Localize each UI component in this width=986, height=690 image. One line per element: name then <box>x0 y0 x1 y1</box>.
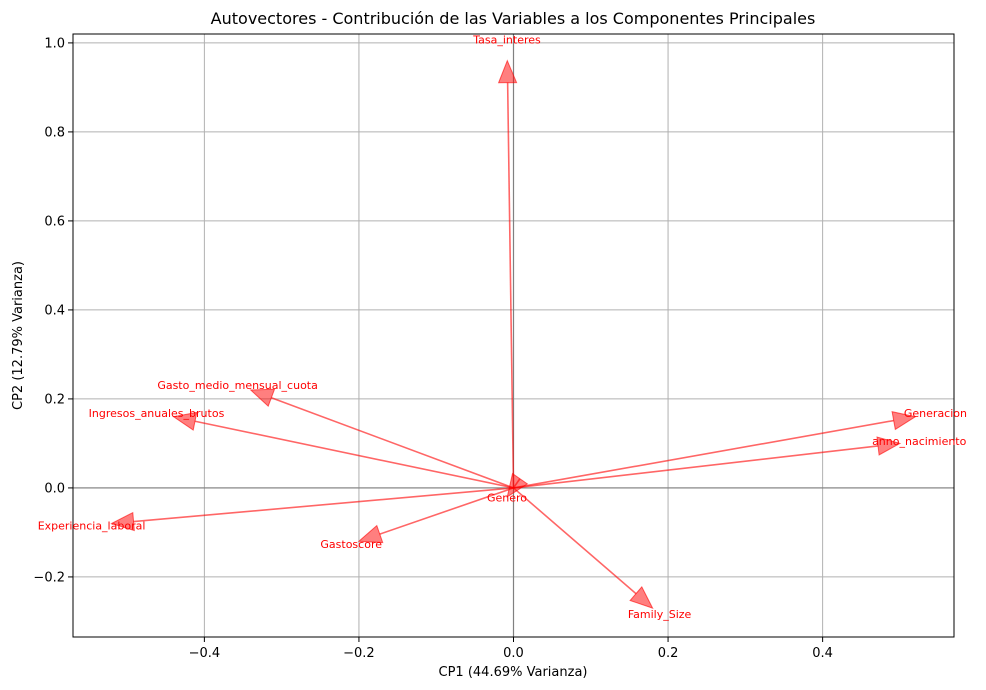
eigenvector-arrow <box>249 388 514 489</box>
axis-ticks: −0.4 −0.2 0.0 0.2 0.4 −0.2 0.0 0.2 0.4 0.6 0.8 1.0 <box>33 36 833 661</box>
y-tick-label: 0.2 <box>44 392 65 407</box>
vector-label: Generacion <box>904 407 967 420</box>
y-tick-label: 0.6 <box>44 214 65 229</box>
vector-label: Gasto_medio_mensual_cuota <box>157 379 318 392</box>
arrow-shaft <box>512 487 637 595</box>
eigenvector-arrow <box>172 411 514 489</box>
arrow-head <box>249 388 276 407</box>
chart-title: Autovectores - Contribución de las Varia… <box>211 9 816 28</box>
arrow-shaft <box>194 420 514 489</box>
vector-label: Experiencia_laboral <box>38 519 146 532</box>
arrow-shaft <box>133 487 514 523</box>
y-tick-label: 0.4 <box>44 303 65 318</box>
vector-label: anno_nacimiento <box>872 435 967 448</box>
eigenvector-arrow <box>512 487 654 609</box>
y-tick-label: 1.0 <box>44 36 65 51</box>
arrow-head <box>497 59 518 84</box>
eigenvector-labels: Tasa_interes Gasto_medio_mensual_cuota Ing… <box>38 33 967 621</box>
vector-label: Genero <box>487 491 527 504</box>
arrow-shaft <box>271 396 514 489</box>
vector-label: Family_Size <box>628 608 692 621</box>
x-tick-label: 0.2 <box>658 646 679 661</box>
arrow-head <box>110 511 135 532</box>
x-tick-label: 0.4 <box>812 646 833 661</box>
origin-lines <box>73 34 954 637</box>
x-tick-label: 0.0 <box>503 646 524 661</box>
vector-label: Ingresos_anuales_brutos <box>89 407 225 420</box>
x-axis-label: CP1 (44.69% Varianza) <box>439 665 588 680</box>
y-tick-label: 0.0 <box>44 481 65 496</box>
vector-label: Tasa_interes <box>472 33 541 46</box>
x-tick-label: −0.2 <box>343 646 375 661</box>
x-tick-label: −0.4 <box>189 646 221 661</box>
arrow-shaft <box>513 445 879 489</box>
arrow-head <box>891 411 917 431</box>
eigenvector-arrow <box>357 487 514 544</box>
vector-label: Gastoscore <box>320 538 382 551</box>
arrow-head <box>876 436 902 456</box>
arrow-shaft <box>379 487 514 535</box>
arrow-shaft <box>513 419 894 489</box>
eigenvector-arrow <box>513 436 902 489</box>
eigenvector-arrow <box>110 487 514 532</box>
eigenvector-arrows <box>110 59 917 609</box>
eigenvector-arrow <box>497 59 518 488</box>
y-tick-label: 0.8 <box>44 125 65 140</box>
arrow-shaft <box>506 82 515 488</box>
arrow-head <box>629 586 654 609</box>
y-tick-label: −0.2 <box>33 570 65 585</box>
arrow-head <box>357 524 384 544</box>
y-axis-label: CP2 (12.79% Varianza) <box>11 261 26 410</box>
arrow-head <box>172 411 198 431</box>
eigenvector-arrow <box>513 411 917 489</box>
